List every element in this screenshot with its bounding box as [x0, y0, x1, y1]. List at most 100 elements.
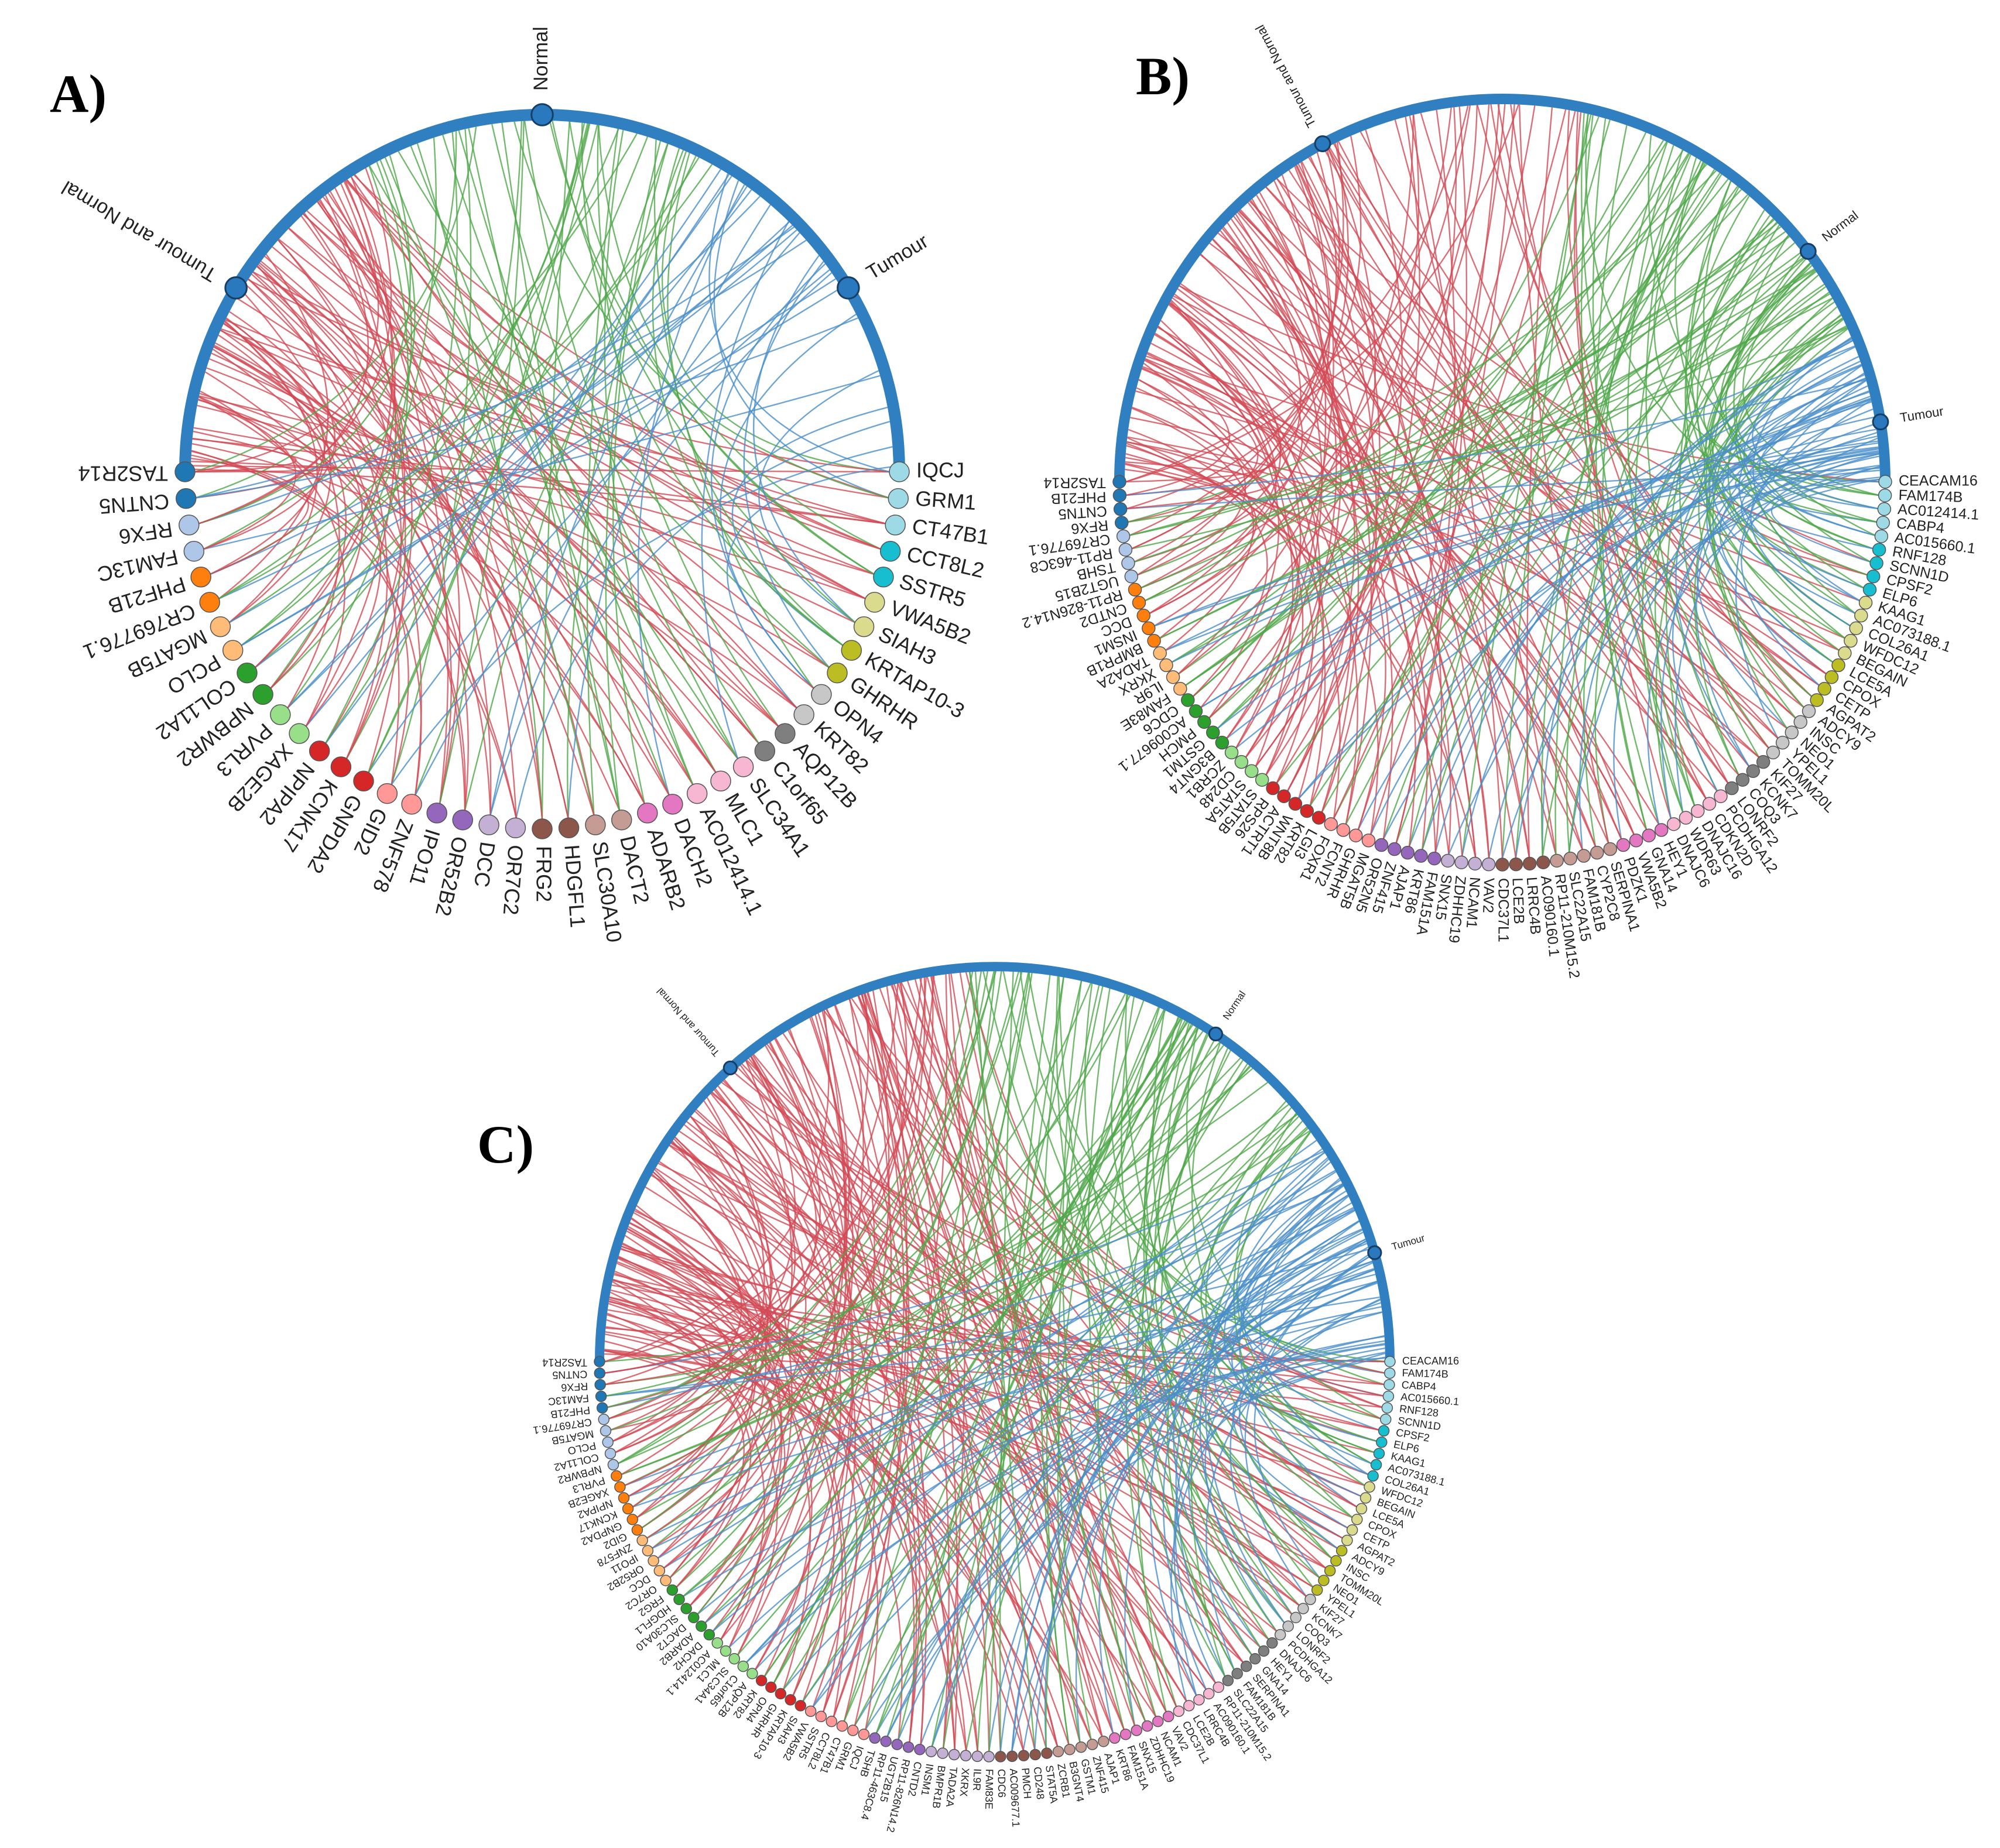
gene-node — [1152, 1715, 1164, 1727]
gene-node — [1866, 569, 1881, 584]
gene-node — [1746, 764, 1761, 779]
chord — [931, 1229, 1363, 1747]
gene-node — [1642, 828, 1656, 842]
chord — [1134, 143, 1349, 563]
chord — [1245, 109, 1567, 758]
chord — [1735, 446, 1879, 523]
chord — [1175, 1185, 1344, 1677]
chord — [458, 130, 694, 785]
chord — [854, 1220, 1359, 1726]
gene-node — [1183, 1700, 1195, 1712]
chord — [1205, 1107, 1353, 1518]
chord — [1131, 407, 1254, 651]
chord — [415, 232, 800, 796]
chord — [209, 358, 738, 759]
chord — [721, 1082, 1385, 1374]
gene-node — [1714, 789, 1728, 803]
chord — [1172, 442, 1878, 663]
chord — [196, 131, 457, 499]
gene-node — [1355, 1503, 1368, 1515]
chord — [608, 1301, 771, 1431]
chord — [1226, 398, 1871, 739]
gene-node — [622, 1503, 634, 1515]
gene-label: TAS2R14 — [78, 461, 168, 485]
chord — [464, 143, 669, 811]
chord — [1395, 256, 1807, 844]
chord — [300, 215, 413, 759]
gene-label: CEACAM16 — [1899, 473, 1978, 489]
gene-label: PHF21B — [1051, 489, 1107, 507]
chord — [1758, 390, 1875, 536]
gene-label: CNTN5 — [1058, 503, 1108, 523]
chord — [1125, 104, 1519, 483]
panel-label: B) — [1136, 46, 1190, 106]
gene-node — [1116, 529, 1131, 543]
chord — [1186, 1027, 1381, 1420]
chord — [802, 1336, 1385, 1702]
gene-node — [1878, 475, 1892, 489]
gene-node — [1874, 529, 1889, 543]
gene-node — [642, 1545, 654, 1556]
chords — [604, 971, 1386, 1752]
group-node — [722, 1060, 738, 1075]
chord — [641, 972, 1023, 1528]
gene-label: IL9R — [971, 1768, 984, 1791]
gene-node — [925, 1746, 937, 1757]
gene-node — [1824, 670, 1839, 684]
gene-node — [1114, 516, 1129, 530]
chord — [439, 121, 525, 804]
gene-node — [1878, 488, 1892, 503]
gene-node — [889, 461, 910, 482]
gene-node — [1374, 838, 1389, 852]
chord — [191, 457, 309, 575]
chord — [1200, 401, 1872, 708]
chord — [1515, 160, 1702, 858]
chord — [1137, 142, 1344, 576]
gene-node — [804, 1705, 817, 1717]
gene-node — [558, 817, 580, 839]
chord — [1237, 212, 1530, 858]
chord — [255, 181, 396, 668]
chord — [615, 1262, 731, 1453]
gene-node — [1844, 633, 1858, 648]
chord — [1126, 358, 1230, 496]
chord — [194, 126, 477, 473]
gene-label: OR7C2 — [499, 844, 528, 916]
gene-node — [1297, 1603, 1309, 1614]
chord — [1345, 186, 1738, 825]
gene-node — [1189, 704, 1203, 718]
gene-node — [1288, 797, 1303, 811]
chord — [1159, 255, 1806, 639]
chord — [1733, 235, 1856, 614]
chord — [1236, 1131, 1372, 1465]
gene-node — [611, 1470, 622, 1482]
chord — [1601, 142, 1668, 830]
gene-node — [1793, 715, 1807, 729]
chord — [1208, 146, 1376, 719]
group-label: Tumour — [1899, 404, 1944, 425]
chord — [662, 151, 890, 473]
chord — [1126, 366, 1282, 496]
gene-node — [836, 1720, 848, 1732]
chord — [241, 123, 588, 646]
chord — [726, 465, 894, 709]
gene-node — [289, 723, 310, 744]
chord — [697, 971, 1019, 1615]
gene-node — [1679, 811, 1693, 825]
gene-label: FAM174B — [1898, 487, 1963, 506]
gene-label: VAV2 — [1480, 877, 1497, 913]
chord — [621, 1114, 1298, 1475]
chord — [369, 165, 739, 759]
chord — [223, 323, 670, 796]
chord — [1554, 154, 1691, 855]
chord — [1154, 469, 1880, 627]
group-node — [224, 276, 248, 300]
chord — [1235, 214, 1323, 749]
gene-node — [1766, 745, 1780, 760]
chord — [802, 1113, 1297, 1702]
gene-node — [1258, 1645, 1270, 1657]
gene-node — [1112, 488, 1127, 503]
chord — [604, 1030, 1204, 1363]
gene-node — [1381, 1402, 1393, 1414]
gene-node — [1173, 1705, 1185, 1717]
